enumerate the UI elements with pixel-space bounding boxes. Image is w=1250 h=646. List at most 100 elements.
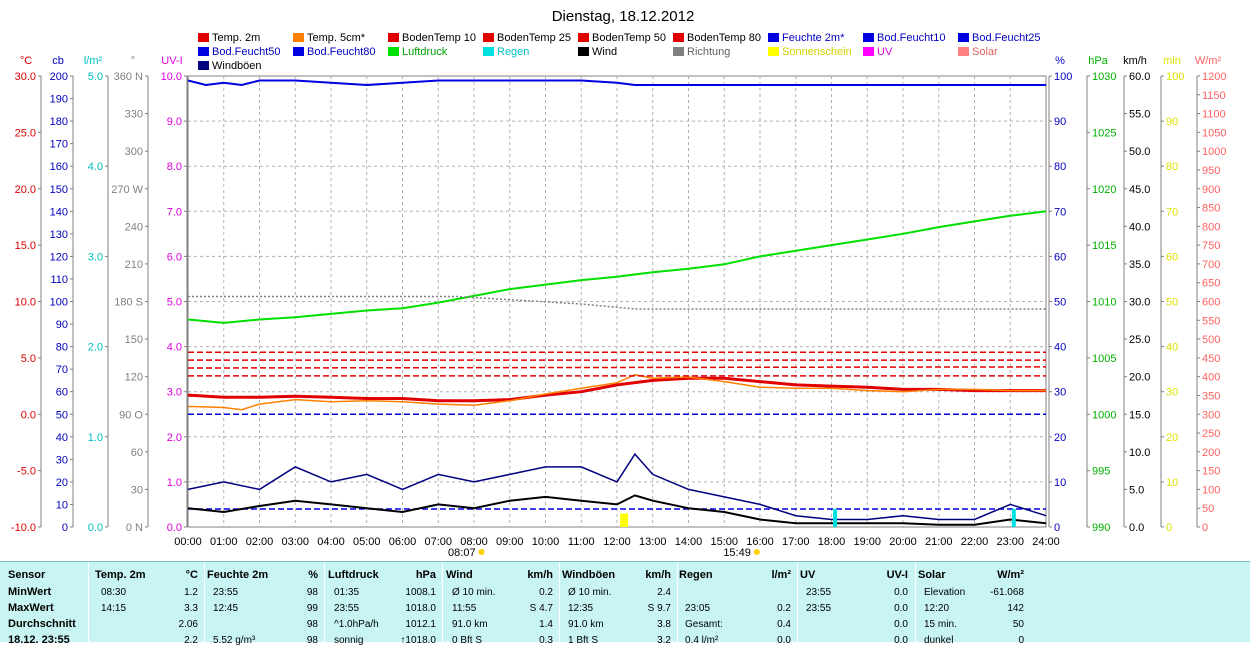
table-cell-value: 0.0 bbox=[894, 619, 908, 630]
axis-tick-label: 180 S bbox=[114, 297, 143, 309]
axis-tick-label: 270 W bbox=[111, 184, 143, 196]
legend-swatch bbox=[673, 33, 684, 42]
axis-tick-label: 5.0 bbox=[21, 353, 36, 365]
series-windb-en bbox=[187, 452, 1047, 521]
table-cell-value: 142 bbox=[1007, 603, 1024, 614]
axis-tick-label: 5.0 bbox=[1129, 484, 1144, 496]
table-separator bbox=[915, 562, 916, 642]
time-tick-label: 19:00 bbox=[853, 536, 881, 548]
table-cell: 01:35 bbox=[334, 587, 360, 598]
table-row-label: MinWert bbox=[8, 586, 52, 598]
axis-tick-label: 5.0 bbox=[88, 71, 103, 83]
table-cell-value: S 9.7 bbox=[647, 603, 671, 614]
axis-tick-label: 180 bbox=[50, 116, 68, 128]
axis-tick-label: 60.0 bbox=[1129, 71, 1150, 83]
legend-label: BodenTemp 80 bbox=[687, 32, 761, 44]
axis-tick-label: 900 bbox=[1202, 184, 1220, 196]
legend-label: Windböen bbox=[212, 60, 262, 72]
table-header: Luftdruck bbox=[328, 569, 379, 581]
axis-tick-label: 30 bbox=[56, 454, 68, 466]
axis-tick-label: 100 bbox=[1054, 71, 1072, 83]
axis-tick-label: 30 bbox=[1166, 387, 1178, 399]
table-cell-value: -61.068 bbox=[990, 587, 1024, 598]
time-tick-label: 00:00 bbox=[174, 536, 202, 548]
series-feuchte-2m bbox=[187, 79, 1046, 87]
axis-tick-label: 3.0 bbox=[88, 251, 103, 263]
axis-unit: hPa bbox=[1088, 55, 1108, 67]
time-tick-label: 16:00 bbox=[746, 536, 774, 548]
axis-tick-label: 60 bbox=[1166, 251, 1178, 263]
series-luftdruck bbox=[187, 210, 1047, 324]
table-header: Wind bbox=[446, 569, 473, 581]
axis-tick-label: 240 bbox=[125, 221, 143, 233]
legend-swatch bbox=[483, 47, 494, 56]
legend-swatch bbox=[293, 33, 304, 42]
legend-swatch bbox=[578, 33, 589, 42]
chart-title: Dienstag, 18.12.2012 bbox=[552, 8, 695, 25]
table-header-unit: km/h bbox=[527, 569, 553, 581]
legend-label: BodenTemp 50 bbox=[592, 32, 666, 44]
axis-tick-label: 80 bbox=[56, 342, 68, 354]
legend-swatch bbox=[863, 47, 874, 56]
axis-tick-label: 200 bbox=[50, 71, 68, 83]
axis-tick-label: 4.0 bbox=[88, 161, 103, 173]
sunset-icon bbox=[753, 549, 760, 555]
axis-unit: cb bbox=[52, 55, 64, 67]
legend: Temp. 2m Temp. 5cm* BodenTemp 10 BodenTemp … bbox=[198, 32, 1041, 72]
sunset-label: 15:49 bbox=[723, 547, 751, 559]
axis-tick-label: 130 bbox=[50, 229, 68, 241]
axis-tick-label: 800 bbox=[1202, 221, 1220, 233]
axis-tick-label: 25.0 bbox=[1129, 334, 1150, 346]
axis-tick-label: 30.0 bbox=[1129, 297, 1150, 309]
axis-tick-label: 100 bbox=[50, 297, 68, 309]
axis-tick-label: 40 bbox=[1054, 342, 1066, 354]
table-separator bbox=[677, 562, 678, 642]
axis-tick-label: 1025 bbox=[1092, 127, 1116, 139]
legend-label: BodenTemp 10 bbox=[402, 32, 476, 44]
table-cell-value: 0.0 bbox=[894, 603, 908, 614]
table-cell: 08:30 bbox=[101, 587, 127, 598]
table-cell: Ø 10 min. bbox=[568, 587, 612, 598]
table-cell: Elevation bbox=[924, 587, 966, 598]
axis-tick-label: 8.0 bbox=[167, 161, 182, 173]
grid bbox=[188, 76, 1046, 527]
axis-tick-label: 400 bbox=[1202, 372, 1220, 384]
table-separator bbox=[797, 562, 798, 642]
table-cell: 14:15 bbox=[101, 603, 127, 614]
rain-bar bbox=[1011, 508, 1016, 527]
time-tick-label: 01:00 bbox=[210, 536, 238, 548]
table-header: Temp. 2m bbox=[95, 569, 146, 581]
axis-tick-label: 2.0 bbox=[88, 342, 103, 354]
legend-swatch bbox=[198, 61, 209, 70]
legend-label: Richtung bbox=[687, 46, 730, 58]
axis-tick-label: 60 bbox=[131, 447, 143, 459]
series-group bbox=[187, 79, 1047, 527]
axis-tick-label: 30 bbox=[1054, 387, 1066, 399]
time-tick-label: 02:00 bbox=[246, 536, 274, 548]
axis-tick-label: 1020 bbox=[1092, 184, 1116, 196]
axis-tick-label: 40.0 bbox=[1129, 221, 1150, 233]
axis-tick-label: 1000 bbox=[1092, 409, 1116, 421]
axis-tick-label: 60 bbox=[1054, 251, 1066, 263]
axis-tick-label: 90 bbox=[1054, 116, 1066, 128]
legend-swatch bbox=[673, 47, 684, 56]
axis-tick-label: 1000 bbox=[1202, 146, 1226, 158]
time-tick-label: 10:00 bbox=[532, 536, 560, 548]
axis-tick-label: 30.0 bbox=[15, 71, 36, 83]
table-cell-value: 3.3 bbox=[184, 603, 198, 614]
axis-tick-label: 40 bbox=[1166, 342, 1178, 354]
table-cell: 23:55 bbox=[806, 603, 832, 614]
table-separator bbox=[442, 562, 443, 642]
table-cell-value: 2.4 bbox=[657, 587, 671, 598]
time-tick-label: 24:00 bbox=[1032, 536, 1060, 548]
table-header-unit: W/m² bbox=[997, 569, 1024, 581]
axis-tick-label: 60 bbox=[56, 387, 68, 399]
legend-label: Temp. 2m bbox=[212, 32, 260, 44]
axis-unit: ° bbox=[131, 55, 135, 67]
axis-tick-label: 10 bbox=[56, 499, 68, 511]
axis-tick-label: 950 bbox=[1202, 165, 1220, 177]
table-cell: 12:35 bbox=[568, 603, 594, 614]
table-header-unit: UV-I bbox=[886, 569, 908, 581]
axis-tick-label: 20 bbox=[56, 477, 68, 489]
axis-tick-label: 1.0 bbox=[88, 432, 103, 444]
